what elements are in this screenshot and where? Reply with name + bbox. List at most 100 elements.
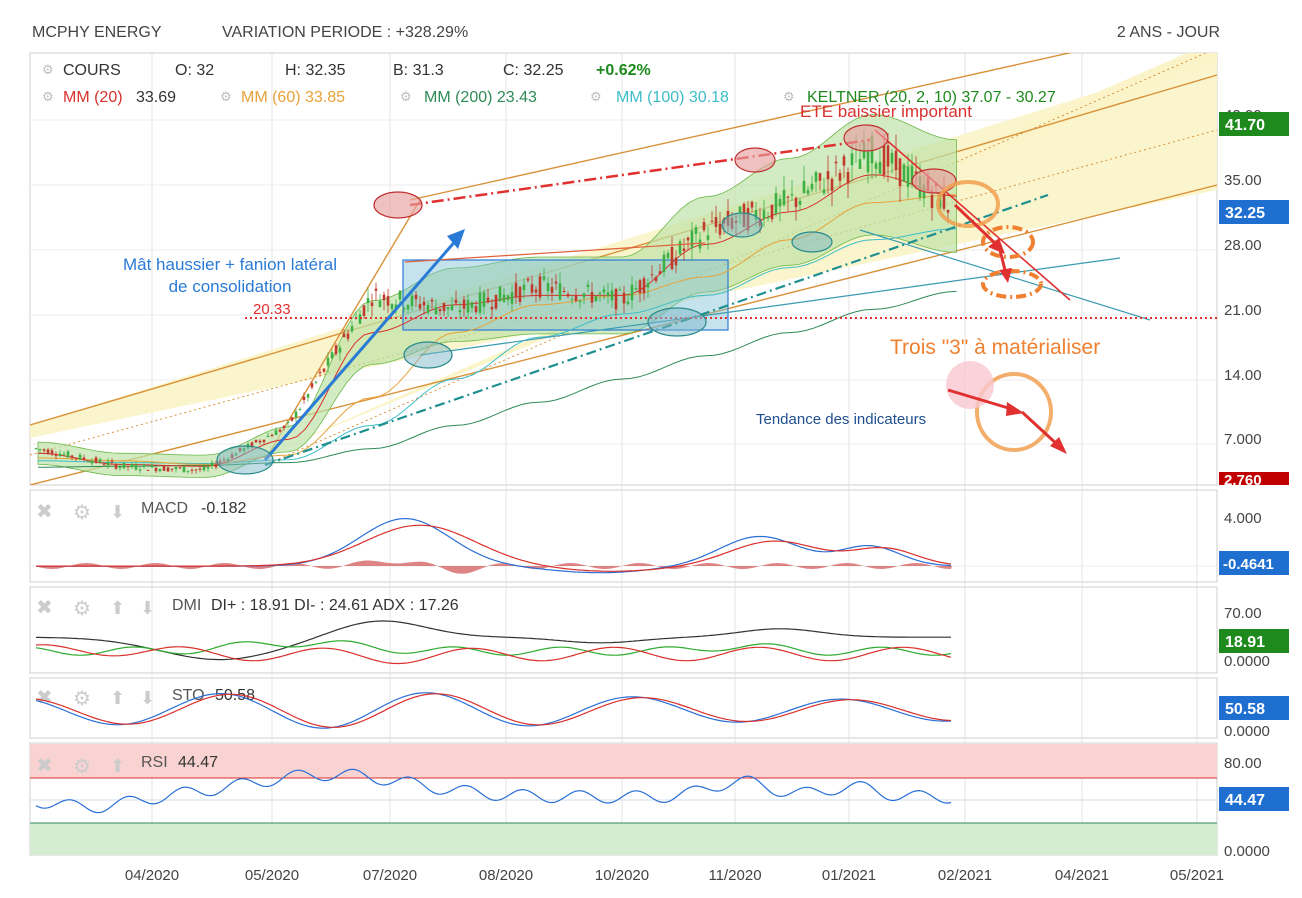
legend-change: +0.62% [596,62,651,79]
mm200-line [38,290,957,468]
candle-body [50,450,54,455]
legend-high: H: 32.35 [285,62,346,79]
candle-body [650,274,654,276]
candle-body [350,326,354,332]
candle-body [674,257,678,266]
candle-body [94,457,98,463]
candle-body [194,469,198,471]
candle-body [530,284,534,293]
candle-body [486,297,490,303]
x-tick-label: 07/2020 [363,867,417,884]
candle-body [550,286,554,293]
candle-body [622,292,626,304]
last-price-badge [1219,200,1289,224]
instrument-name: MCPHY ENERGY [32,24,162,41]
candle-body [38,449,42,451]
mm100-line [37,228,957,464]
dmi-badge [1219,629,1289,653]
candle-body [606,292,610,297]
candle-body [382,294,386,301]
candle-body [330,352,334,359]
arrow-up-icon: ⬆ [110,598,125,618]
candle-body [386,296,390,306]
candle-body [610,290,614,301]
candle-body [66,451,70,458]
candle-body [190,469,194,471]
macd-badge [1219,551,1289,575]
candle-body [686,237,690,241]
candle-body [538,276,542,298]
candle-body [422,301,426,306]
channel-steep-top [409,53,1073,201]
candle-body [678,241,682,254]
rsi-tick-top: 80.00 [1224,755,1262,772]
candle-body [406,305,410,310]
candle-body [518,286,522,302]
candle-body [82,457,86,460]
candle-body [850,153,854,166]
candle-body [658,271,662,275]
candle-body [946,209,950,213]
candle-body [214,464,218,468]
candle-body [838,173,842,181]
candle-body [898,158,902,187]
candle-body [86,461,90,463]
candle-body [126,465,130,468]
dmi-minus-line [35,644,952,665]
legend-low: B: 31.3 [393,62,444,79]
x-tick-label: 10/2020 [595,867,649,884]
candle-body [698,239,702,249]
legend-open: O: 32 [175,62,214,79]
candle-body [514,282,518,297]
candle-body [278,429,282,432]
candle-body [582,293,586,298]
price-tick-35: 35.00 [1224,172,1262,189]
candle-body [474,306,478,313]
candle-body [802,180,806,194]
candle-body [478,292,482,313]
candle-body [362,305,366,316]
candle-body [74,457,78,459]
candle-body [874,163,878,169]
candle-body [762,209,766,219]
candle-body [790,194,794,196]
candle-body [458,310,462,313]
candle-body [842,156,846,166]
candle-body [394,304,398,309]
candle-body [314,381,318,383]
candle-body [542,276,546,280]
candle-body [906,166,910,187]
tendance-annotation: Tendance des indicateurs [756,411,926,428]
sto-indicator: ✖ ⚙ ⬆ ⬇ STO 50.58 0.0000 50.58 [35,687,1289,740]
candle-body [374,288,378,291]
macd-signal-line [36,524,952,572]
candle-body [826,171,830,180]
candle-body [210,462,214,466]
period-selector[interactable]: 2 ANS - JOUR [1116,24,1220,41]
gear-icon: ⚙ [42,62,54,77]
legend-mm100: MM (100) 30.18 [616,89,729,106]
candle-body [586,284,590,288]
candle-body [402,308,406,310]
candle-body [206,466,210,469]
candle-body [570,298,574,300]
rsi-value: 44.47 [178,754,218,771]
legend-keltner: KELTNER (20, 2, 10) 37.07 - 30.27 [807,89,1056,106]
candle-body [706,235,710,240]
rsi-badge [1219,787,1289,811]
trend-channel-fill [30,55,1217,438]
candle-body [70,455,74,458]
candle-body [122,463,126,469]
candle-body [878,161,882,174]
candle-body [334,345,338,354]
rsi-oversold-zone [30,823,1217,855]
candle-body [626,301,630,305]
macd-tick: 4.000 [1224,510,1262,527]
candle-body [342,333,346,338]
candle-body [90,460,94,464]
candle-body [398,290,402,300]
blue-mast-arrowhead [447,229,465,249]
x-tick-label: 08/2020 [479,867,533,884]
candle-body [930,195,934,208]
